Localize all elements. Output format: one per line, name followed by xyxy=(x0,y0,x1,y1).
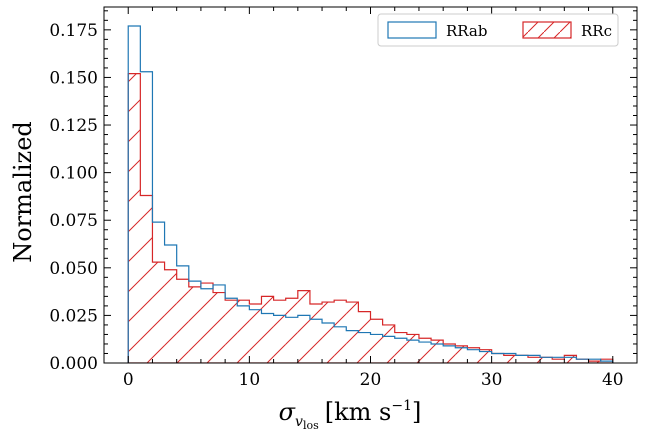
rrc-bin xyxy=(128,73,141,363)
rrc-outline xyxy=(127,73,614,363)
rrc-bin xyxy=(418,338,432,363)
rrc-bin xyxy=(297,290,310,363)
x-tick-label: 30 xyxy=(481,370,503,390)
x-tick-label: 20 xyxy=(360,370,382,390)
x-axis-label-unit: [km s xyxy=(325,398,392,426)
rrc-bin xyxy=(467,347,480,363)
x-tick-label: 40 xyxy=(602,370,624,390)
rrc-bin xyxy=(273,300,286,363)
rrc-bin xyxy=(213,292,226,363)
rrc-bin xyxy=(394,332,407,363)
rrc-bin xyxy=(164,269,177,363)
rrc-bin xyxy=(455,345,468,363)
rrab-outline xyxy=(127,25,614,363)
rrc-bin xyxy=(552,359,565,363)
x-axis-label-unit-close: ] xyxy=(412,398,421,426)
rrc-bin xyxy=(491,353,504,363)
rrc-bin xyxy=(540,357,553,363)
rrc-bin xyxy=(576,359,589,363)
y-tick-label: 0.125 xyxy=(49,116,98,136)
x-tick-label: 0 xyxy=(123,370,134,390)
rrc-bin xyxy=(188,286,201,363)
rrc-bin xyxy=(261,296,274,363)
rrc-bin xyxy=(346,302,359,363)
rrc-bin xyxy=(358,311,371,363)
rrc-bin xyxy=(309,303,323,363)
x-axis-label: σvlos [km s−1] xyxy=(279,398,422,432)
rrc-bin xyxy=(564,355,577,363)
x-axis-label-symbol: σ xyxy=(279,398,296,426)
y-tick-label: 0.150 xyxy=(49,68,98,88)
rrc-bin xyxy=(249,303,262,363)
legend-swatch-rrab xyxy=(387,21,437,39)
y-tick-label: 0.050 xyxy=(49,259,98,279)
rrc-bin xyxy=(322,302,335,363)
rrc-bin xyxy=(479,349,492,363)
rrc-bin xyxy=(176,279,189,363)
y-tick-label: 0.025 xyxy=(49,306,98,326)
rrc-bin xyxy=(515,355,528,363)
rrc-bin xyxy=(588,361,601,363)
legend-label-rrc: RRc xyxy=(581,22,612,40)
x-axis-label-subsubscript: los xyxy=(303,419,319,432)
rrc-bin xyxy=(140,195,153,363)
series-layer xyxy=(127,25,614,363)
rrc-bin xyxy=(443,343,456,363)
rrc-bin xyxy=(285,298,298,363)
legend-swatch-rrc xyxy=(522,21,572,39)
rrc-bin xyxy=(370,319,383,363)
rrc-bin xyxy=(406,334,419,363)
y-tick-label: 0.175 xyxy=(49,21,98,41)
y-tick-label: 0.075 xyxy=(49,211,98,231)
y-tick-label: 0.100 xyxy=(49,164,98,184)
rrc-bin xyxy=(237,300,250,363)
legend-label-rrab: RRab xyxy=(446,22,487,40)
series-rrc xyxy=(127,73,614,363)
y-axis-label: Normalized xyxy=(9,121,37,263)
x-axis-label-subscript: v xyxy=(295,414,303,430)
rrc-bin xyxy=(431,340,444,363)
rrc-bin xyxy=(152,262,165,363)
series-rrab xyxy=(127,25,614,363)
rrc-bin xyxy=(503,355,516,363)
legend: RRab RRc xyxy=(377,13,619,47)
rrc-bin xyxy=(200,283,214,363)
y-tick-label: 0.000 xyxy=(49,354,98,374)
rrc-bin xyxy=(382,324,395,363)
rrc-bin xyxy=(527,357,541,363)
x-tick-label: 10 xyxy=(239,370,261,390)
rrc-bin xyxy=(225,300,238,363)
x-axis-label-exponent: −1 xyxy=(391,398,412,414)
rrc-bin xyxy=(334,300,347,363)
ticks-layer: 0 10 20 30 40 0.000 0.025 0.050 0.075 0.100 0.125 0… xyxy=(49,7,638,390)
